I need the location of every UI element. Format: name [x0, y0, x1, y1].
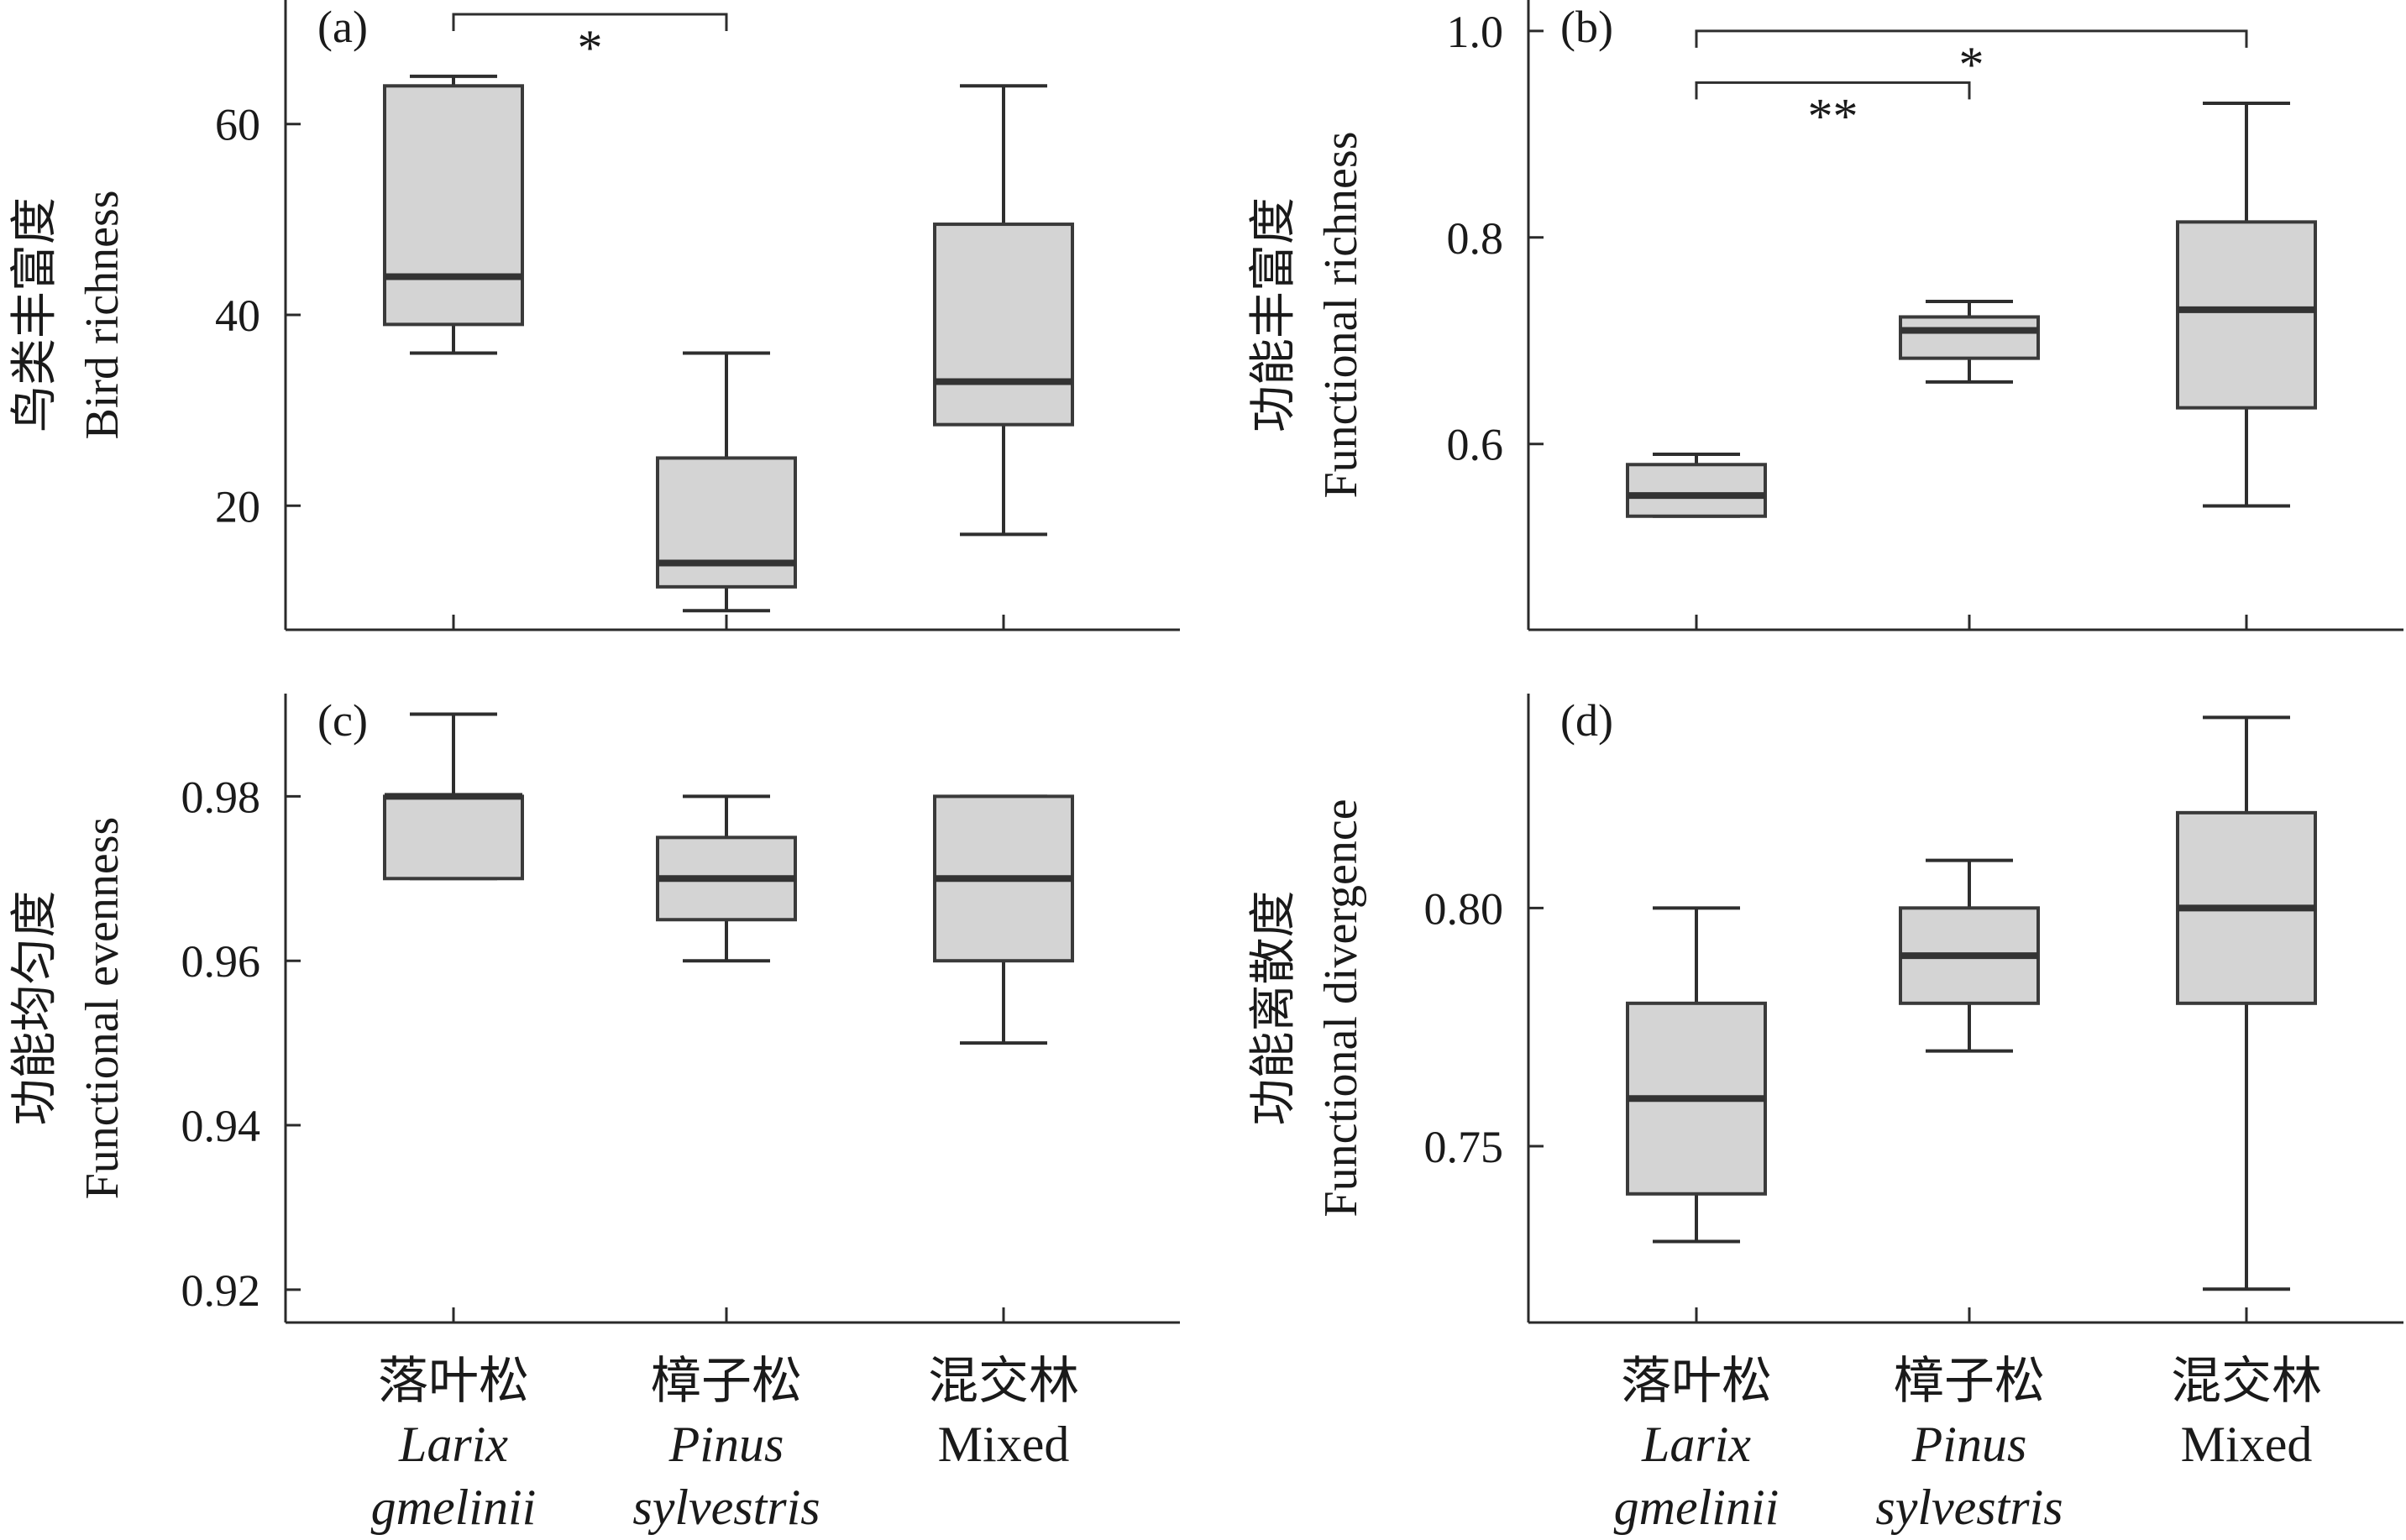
- panel-a-ylabel-cn: 鸟类丰富度: [9, 197, 61, 432]
- panel-d-ylabel-en: Functional divergence: [1315, 799, 1367, 1217]
- category-label-cn: 樟子松: [1894, 1354, 2045, 1409]
- panel-c-tag: (c): [317, 695, 368, 746]
- panel-c-box: [383, 794, 524, 881]
- category-label-latin: Pinus: [668, 1417, 784, 1472]
- category-label-cn: 混交林: [2171, 1354, 2322, 1409]
- category-label-cn: 落叶松: [378, 1354, 529, 1409]
- category-label-cn: 落叶松: [1621, 1354, 1772, 1409]
- category-label-cn: 混交林: [928, 1354, 1079, 1409]
- category-label-latin: Pinus: [1911, 1417, 2027, 1472]
- panel-a-tag: (a): [317, 2, 368, 52]
- panel-c-ytick-label: 0.92: [181, 1265, 261, 1316]
- panel-d-ytick-label: 0.80: [1424, 883, 1504, 934]
- category-label-latin: sylvestris: [1875, 1480, 2063, 1535]
- panel-b-ytick-label: 0.8: [1447, 213, 1504, 264]
- category-label-latin: Larix: [398, 1417, 508, 1472]
- category-label-latin: gmelinii: [371, 1480, 537, 1535]
- panel-b-box: [1626, 463, 1767, 518]
- panel-b-sig-bracket: [1695, 29, 2248, 48]
- panel-b-sig-label: *: [1959, 37, 1984, 92]
- panel-b-ytick-label: 0.6: [1447, 420, 1504, 470]
- category-label-latin: Mixed: [2181, 1417, 2313, 1472]
- panel-d-tag: (d): [1560, 695, 1613, 746]
- panel-a-sig-bracket: [452, 13, 728, 32]
- panel-b-ytick-label: 1.0: [1447, 7, 1504, 57]
- panel-b-tag: (b): [1560, 2, 1613, 52]
- panel-a-sig-label: *: [578, 20, 603, 76]
- panel-c-ytick-label: 0.94: [181, 1101, 261, 1151]
- panel-b-box: [2176, 220, 2317, 410]
- panel-a-ytick-label: 60: [215, 100, 260, 150]
- panel-d-ytick-label: 0.75: [1424, 1122, 1504, 1172]
- panel-a-ytick-label: 40: [215, 291, 260, 341]
- panel-b-box: [1899, 315, 2040, 360]
- panel-b-ylabel-cn: 功能丰富度: [1248, 197, 1300, 432]
- panel-b-ylabel-en: Functional richness: [1315, 131, 1367, 498]
- panel-c-ylabel-en: Functional evenness: [76, 817, 128, 1200]
- panel-c-ylabel-cn: 功能均匀度: [9, 891, 61, 1126]
- category-label-latin: sylvestris: [632, 1480, 820, 1535]
- category-label-latin: gmelinii: [1614, 1480, 1780, 1535]
- panel-a-ytick-label: 20: [215, 481, 260, 532]
- panel-a-box: [383, 84, 524, 327]
- panel-c-ytick-label: 0.98: [181, 772, 261, 822]
- panel-b-sig-bracket: [1695, 81, 1971, 100]
- panel-c-ytick-label: 0.96: [181, 936, 261, 987]
- category-label-cn: 樟子松: [651, 1354, 802, 1409]
- panel-b-sig-label: **: [1808, 88, 1858, 144]
- category-label-latin: Larix: [1641, 1417, 1751, 1472]
- category-label-latin: Mixed: [938, 1417, 1070, 1472]
- panel-d-ylabel-cn: 功能离散度: [1248, 891, 1300, 1126]
- panel-a-box: [656, 456, 797, 589]
- panel-a-ylabel-en: Bird richness: [76, 190, 128, 439]
- panel-a-box: [933, 223, 1074, 427]
